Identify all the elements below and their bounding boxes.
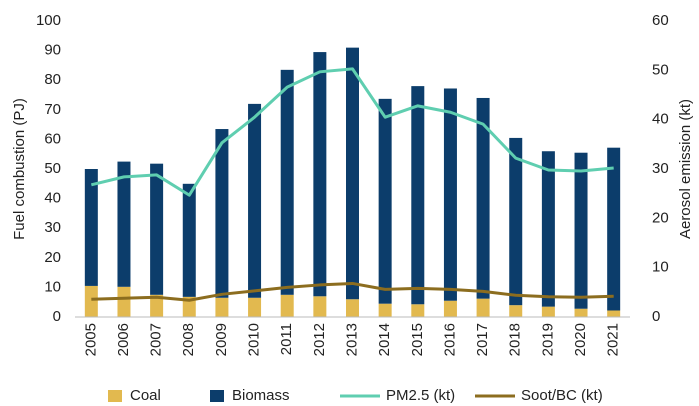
bar (411, 304, 425, 317)
y2-tick-label: 30 (652, 160, 669, 177)
bar (476, 298, 490, 317)
bar (248, 297, 262, 317)
x-tick-label: 2016 (441, 323, 458, 356)
bar (182, 296, 196, 317)
y-tick-label: 40 (44, 190, 61, 207)
bar (117, 286, 131, 317)
bar (313, 52, 327, 297)
bar (574, 152, 588, 309)
y-tick-label: 30 (44, 219, 61, 236)
y2-tick-label: 50 (652, 61, 669, 78)
y2-tick-label: 10 (652, 259, 669, 276)
bar (378, 98, 392, 304)
bar (509, 305, 523, 317)
bar (411, 86, 425, 305)
bar (84, 169, 98, 286)
x-tick-label: 2006 (115, 323, 132, 356)
bar (346, 47, 359, 300)
y-tick-label: 20 (44, 249, 61, 266)
bar (182, 183, 196, 297)
y-tick-label: 60 (44, 130, 61, 147)
y-tick-label: 80 (44, 71, 61, 88)
y-tick-label: 10 (44, 278, 61, 295)
bar (509, 137, 523, 306)
x-tick-label: 2018 (507, 323, 524, 356)
y-tick-label: 100 (36, 12, 61, 29)
x-tick-label: 2012 (311, 323, 328, 356)
bar (215, 129, 229, 298)
bar (378, 303, 392, 317)
bar (117, 161, 131, 287)
legend-label: Biomass (232, 387, 290, 404)
x-tick-label: 2017 (474, 323, 491, 356)
legend-label: PM2.5 (kt) (386, 387, 455, 404)
bar (84, 285, 98, 317)
y-axis-label: Fuel combustion (PJ) (11, 98, 28, 240)
bar (280, 69, 294, 295)
bar (150, 294, 164, 317)
legend-swatch (210, 390, 224, 402)
bar (150, 163, 164, 295)
y-tick-label: 90 (44, 42, 61, 59)
legend-swatch (108, 390, 122, 402)
legend-label: Soot/BC (kt) (521, 387, 603, 404)
line (90, 67, 614, 197)
x-tick-label: 2010 (246, 323, 263, 356)
bar (541, 151, 555, 307)
y2-axis-label: Aerosol emission (kt) (677, 99, 694, 239)
x-tick-label: 2020 (572, 323, 589, 356)
y-tick-label: 50 (44, 160, 61, 177)
y2-tick-label: 60 (652, 12, 669, 29)
bar (443, 88, 457, 301)
bar (574, 308, 588, 317)
x-tick-label: 2008 (180, 323, 197, 356)
bar (443, 300, 457, 317)
x-tick-label: 2021 (605, 323, 622, 356)
x-tick-label: 2013 (343, 323, 360, 356)
line (91, 281, 614, 302)
bar (248, 103, 262, 298)
legend-label: Coal (130, 387, 161, 404)
bar (280, 294, 294, 317)
x-tick-label: 2005 (82, 323, 99, 356)
y2-tick-label: 0 (652, 308, 660, 325)
y-tick-label: 70 (44, 101, 61, 118)
bar (607, 147, 621, 311)
x-tick-label: 2014 (376, 323, 393, 356)
x-tick-label: 2009 (213, 323, 230, 356)
x-tick-label: 2011 (278, 323, 295, 355)
bar (313, 296, 327, 317)
y2-tick-label: 40 (652, 111, 669, 128)
bar (541, 306, 555, 317)
x-tick-label: 2015 (409, 323, 426, 356)
y-tick-label: 0 (53, 308, 61, 325)
bar (346, 299, 359, 317)
x-tick-label: 2019 (539, 323, 556, 356)
y2-tick-label: 20 (652, 209, 669, 226)
bar (476, 97, 490, 299)
bar (607, 310, 621, 317)
x-tick-label: 2007 (148, 323, 165, 356)
bar (215, 297, 229, 317)
